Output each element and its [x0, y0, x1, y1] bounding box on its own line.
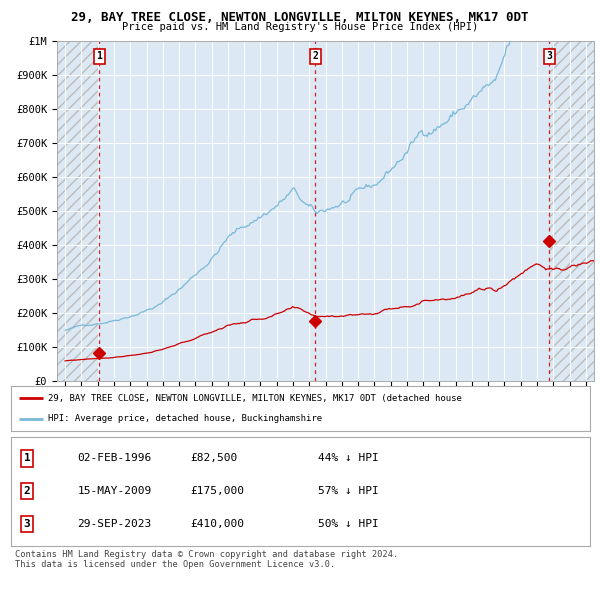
Text: Contains HM Land Registry data © Crown copyright and database right 2024.
This d: Contains HM Land Registry data © Crown c… [15, 550, 398, 569]
Text: 1: 1 [96, 51, 102, 61]
Text: £82,500: £82,500 [190, 454, 238, 463]
Text: 57% ↓ HPI: 57% ↓ HPI [317, 486, 379, 496]
Text: 44% ↓ HPI: 44% ↓ HPI [317, 454, 379, 463]
Text: 15-MAY-2009: 15-MAY-2009 [77, 486, 152, 496]
Text: 3: 3 [547, 51, 552, 61]
Text: £410,000: £410,000 [190, 519, 244, 529]
Text: 2: 2 [313, 51, 318, 61]
Text: 29, BAY TREE CLOSE, NEWTON LONGVILLE, MILTON KEYNES, MK17 0DT: 29, BAY TREE CLOSE, NEWTON LONGVILLE, MI… [71, 11, 529, 24]
Bar [57, 41, 99, 381]
Text: 50% ↓ HPI: 50% ↓ HPI [317, 519, 379, 529]
Text: 2: 2 [23, 486, 31, 496]
Text: 3: 3 [23, 519, 31, 529]
Text: 02-FEB-1996: 02-FEB-1996 [77, 454, 152, 463]
Text: Price paid vs. HM Land Registry's House Price Index (HPI): Price paid vs. HM Land Registry's House … [122, 22, 478, 32]
Text: 1: 1 [23, 454, 31, 463]
Text: 29-SEP-2023: 29-SEP-2023 [77, 519, 152, 529]
Text: £175,000: £175,000 [190, 486, 244, 496]
Text: 29, BAY TREE CLOSE, NEWTON LONGVILLE, MILTON KEYNES, MK17 0DT (detached house: 29, BAY TREE CLOSE, NEWTON LONGVILLE, MI… [49, 394, 463, 403]
Bar [549, 41, 594, 381]
Text: HPI: Average price, detached house, Buckinghamshire: HPI: Average price, detached house, Buck… [49, 414, 323, 423]
